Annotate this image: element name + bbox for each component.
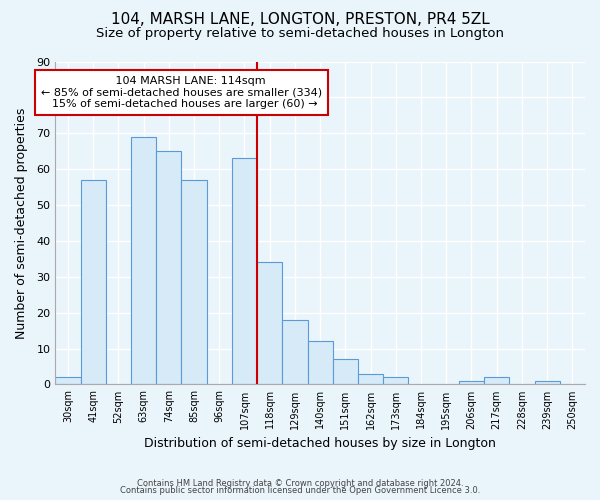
Bar: [484, 378, 509, 384]
Bar: [55, 378, 80, 384]
Text: Contains public sector information licensed under the Open Government Licence 3.: Contains public sector information licen…: [120, 486, 480, 495]
Bar: [283, 320, 308, 384]
Bar: [232, 158, 257, 384]
X-axis label: Distribution of semi-detached houses by size in Longton: Distribution of semi-detached houses by …: [144, 437, 496, 450]
Text: 104, MARSH LANE, LONGTON, PRESTON, PR4 5ZL: 104, MARSH LANE, LONGTON, PRESTON, PR4 5…: [110, 12, 490, 28]
Bar: [459, 381, 484, 384]
Bar: [80, 180, 106, 384]
Bar: [181, 180, 206, 384]
Bar: [358, 374, 383, 384]
Bar: [383, 378, 409, 384]
Y-axis label: Number of semi-detached properties: Number of semi-detached properties: [15, 108, 28, 338]
Text: Contains HM Land Registry data © Crown copyright and database right 2024.: Contains HM Land Registry data © Crown c…: [137, 478, 463, 488]
Text: 104 MARSH LANE: 114sqm
← 85% of semi-detached houses are smaller (334)
  15% of : 104 MARSH LANE: 114sqm ← 85% of semi-det…: [41, 76, 322, 109]
Bar: [308, 342, 333, 384]
Bar: [535, 381, 560, 384]
Bar: [156, 151, 181, 384]
Bar: [333, 360, 358, 384]
Text: Size of property relative to semi-detached houses in Longton: Size of property relative to semi-detach…: [96, 28, 504, 40]
Bar: [257, 262, 283, 384]
Bar: [131, 137, 156, 384]
